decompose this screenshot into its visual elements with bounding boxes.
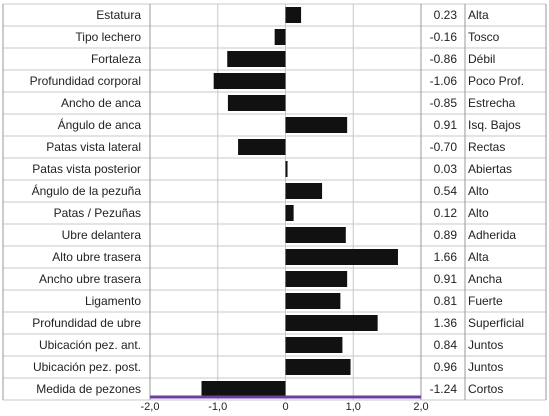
value-label: 0.23 bbox=[434, 8, 458, 22]
descriptor-label: Rectas bbox=[468, 140, 505, 154]
category-label: Ángulo de anca bbox=[58, 117, 142, 132]
category-label: Alto ubre trasera bbox=[52, 250, 141, 264]
value-label: 1.66 bbox=[434, 250, 458, 264]
value-label: -1.24 bbox=[430, 382, 458, 396]
descriptor-label: Alto bbox=[468, 206, 489, 220]
value-label: 1.36 bbox=[434, 316, 458, 330]
category-label: Ubicación pez. post. bbox=[33, 360, 141, 374]
descriptor-label: Adherida bbox=[468, 228, 516, 242]
grid-layer bbox=[2, 3, 547, 401]
bar bbox=[238, 139, 286, 155]
category-label: Profundidad corporal bbox=[30, 74, 141, 88]
value-label: -0.86 bbox=[430, 52, 458, 66]
descriptor-label: Estrecha bbox=[468, 96, 516, 110]
value-label: -0.70 bbox=[430, 140, 458, 154]
values-layer: 0.23 -0.16 -0.86 -1.06 -0.85 0.91 -0.70 0.03 0.5… bbox=[430, 8, 458, 396]
descriptor-label: Débil bbox=[468, 52, 495, 66]
value-label: 0.12 bbox=[434, 206, 458, 220]
bar bbox=[201, 381, 286, 397]
descriptors-layer: Alta Tosco Débil Poco Prof. Estrecha Isq. Baj… bbox=[468, 8, 524, 396]
bar bbox=[285, 249, 398, 265]
value-label: -0.85 bbox=[430, 96, 458, 110]
descriptor-label: Alto bbox=[468, 184, 489, 198]
value-label: 0.91 bbox=[434, 272, 458, 286]
category-label: Patas / Pezuñas bbox=[54, 206, 141, 220]
bar bbox=[285, 227, 346, 243]
x-tick-label: -1,0 bbox=[208, 401, 227, 413]
bar bbox=[285, 183, 323, 199]
category-label: Medida de pezones bbox=[36, 382, 141, 396]
bar bbox=[285, 293, 341, 309]
value-label: 0.96 bbox=[434, 360, 458, 374]
category-label: Ancho ubre trasera bbox=[39, 272, 141, 286]
descriptor-label: Ancha bbox=[468, 272, 502, 286]
value-label: 0.89 bbox=[434, 228, 458, 242]
bar bbox=[227, 95, 286, 111]
labels-layer: Estatura Tipo lechero Fortaleza Profundidad… bbox=[30, 8, 142, 396]
descriptor-label: Isq. Bajos bbox=[468, 118, 521, 132]
value-label: 0.54 bbox=[434, 184, 458, 198]
category-label: Fortaleza bbox=[91, 52, 141, 66]
x-tick-label: 0 bbox=[282, 401, 288, 413]
bar bbox=[285, 161, 288, 177]
bar bbox=[213, 73, 286, 89]
descriptor-label: Juntos bbox=[468, 360, 503, 374]
value-label: 0.03 bbox=[434, 162, 458, 176]
category-label: Patas vista lateral bbox=[46, 140, 141, 154]
value-label: 0.81 bbox=[434, 294, 458, 308]
descriptor-label: Juntos bbox=[468, 338, 503, 352]
descriptor-label: Alta bbox=[468, 8, 489, 22]
descriptor-label: Poco Prof. bbox=[468, 74, 524, 88]
descriptor-label: Fuerte bbox=[468, 294, 503, 308]
bar bbox=[285, 315, 378, 331]
category-label: Tipo lechero bbox=[75, 30, 141, 44]
bar bbox=[285, 117, 348, 133]
bar bbox=[274, 29, 286, 45]
bar bbox=[227, 51, 286, 67]
descriptor-label: Superficial bbox=[468, 316, 524, 330]
value-label: -1.06 bbox=[430, 74, 458, 88]
bar bbox=[285, 359, 351, 375]
descriptor-label: Cortos bbox=[468, 382, 503, 396]
category-label: Profundidad de ubre bbox=[32, 316, 141, 330]
category-label: Ubre delantera bbox=[62, 228, 142, 242]
value-label: 0.84 bbox=[434, 338, 458, 352]
bars-layer bbox=[201, 7, 398, 397]
bar bbox=[285, 337, 343, 353]
bar bbox=[285, 205, 294, 221]
category-label: Estatura bbox=[96, 8, 141, 22]
x-axis: -2,0 -1,0 0 1,0 2,0 bbox=[141, 395, 429, 413]
descriptor-label: Alta bbox=[468, 250, 489, 264]
category-label: Ubicación pez. ant. bbox=[39, 338, 141, 352]
x-tick-label: 1,0 bbox=[346, 401, 361, 413]
category-label: Ligamento bbox=[85, 294, 141, 308]
bar bbox=[285, 7, 302, 23]
descriptor-label: Abiertas bbox=[468, 162, 512, 176]
x-tick-label: 2,0 bbox=[413, 401, 428, 413]
value-label: -0.16 bbox=[430, 30, 458, 44]
category-label: Ángulo de la pezuña bbox=[32, 183, 142, 198]
category-label: Ancho de anca bbox=[61, 96, 141, 110]
value-label: 0.91 bbox=[434, 118, 458, 132]
bar bbox=[285, 271, 348, 287]
descriptor-label: Tosco bbox=[468, 30, 500, 44]
x-tick-label: -2,0 bbox=[141, 401, 160, 413]
category-label: Patas vista posterior bbox=[32, 162, 141, 176]
